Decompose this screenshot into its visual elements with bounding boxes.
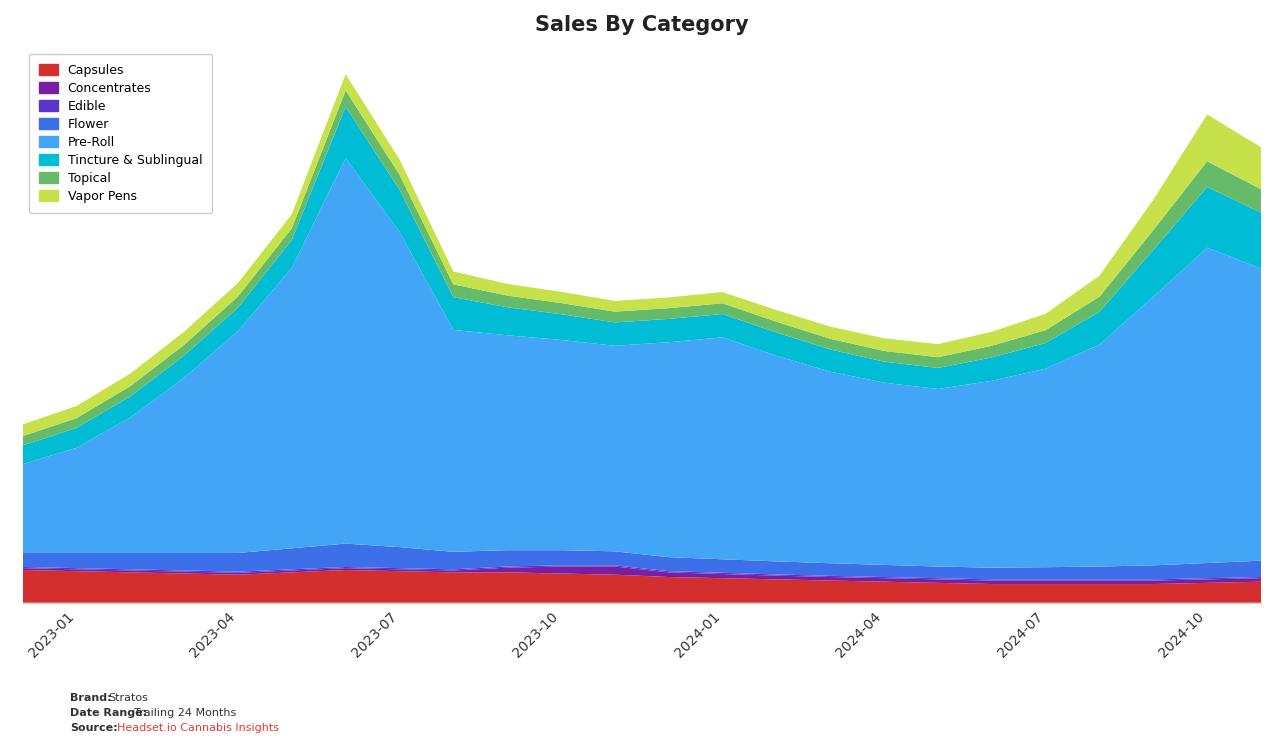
Title: Sales By Category: Sales By Category [535, 15, 749, 35]
Legend: Capsules, Concentrates, Edible, Flower, Pre-Roll, Tincture & Sublingual, Topical: Capsules, Concentrates, Edible, Flower, … [29, 54, 212, 213]
Text: Date Range:: Date Range: [70, 708, 147, 718]
Text: Trailing 24 Months: Trailing 24 Months [134, 708, 236, 718]
Text: Stratos: Stratos [108, 693, 148, 703]
Text: Brand:: Brand: [70, 693, 112, 703]
Text: Headset.io Cannabis Insights: Headset.io Cannabis Insights [117, 723, 279, 733]
Text: Source:: Source: [70, 723, 117, 733]
